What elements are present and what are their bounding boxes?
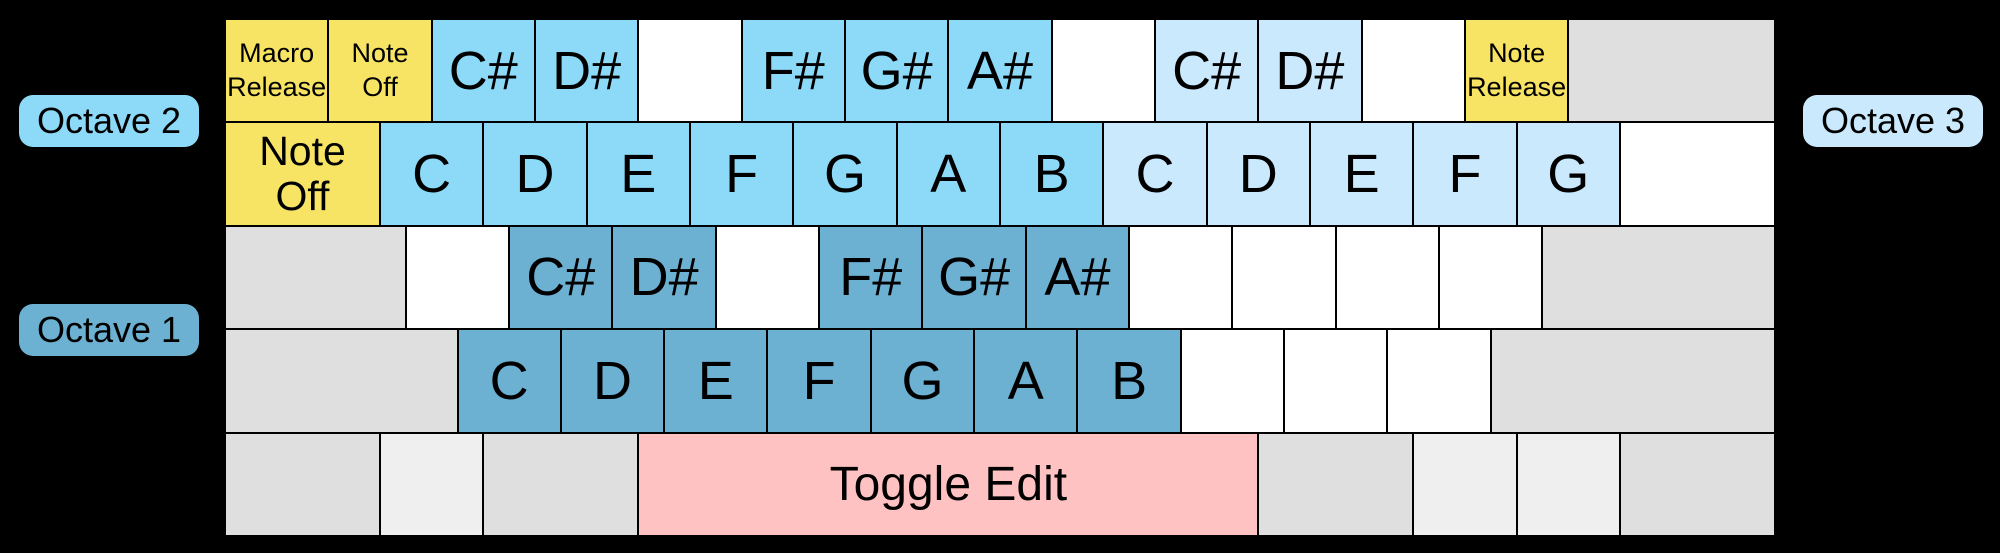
key-blank: [1051, 19, 1155, 123]
key-modifier-gray: [1619, 432, 1775, 537]
key-f-octave2[interactable]: F: [689, 122, 794, 226]
key-modifier-gray: [483, 432, 639, 537]
row-caps: C# D# F# G# A#: [225, 225, 1775, 330]
key-modifier-gray: [1568, 19, 1775, 123]
key-f-octave1[interactable]: F: [767, 329, 871, 433]
key-d-octave2[interactable]: D: [483, 122, 587, 226]
key-asharp-octave2[interactable]: A#: [948, 19, 1052, 123]
key-blank: [1361, 19, 1465, 123]
row-number: Macro Release Note Off C# D# F# G# A# C# D# Note …: [225, 19, 1775, 123]
key-blank: [1335, 225, 1440, 330]
key-modifier-gray: [225, 432, 380, 537]
key-blank: [1232, 225, 1336, 330]
row-tab: Note Off C D E F G A B C D E F G: [225, 122, 1775, 226]
key-f-octave3[interactable]: F: [1413, 122, 1517, 226]
key-fsharp-octave1[interactable]: F#: [819, 225, 923, 330]
key-g-octave3[interactable]: G: [1516, 122, 1620, 226]
key-e-octave3[interactable]: E: [1309, 122, 1414, 226]
key-macro-release[interactable]: Macro Release: [225, 19, 329, 123]
key-g-octave1[interactable]: G: [870, 329, 975, 433]
key-asharp-octave1[interactable]: A#: [1025, 225, 1130, 330]
octave-3-label: Octave 3: [1803, 95, 1983, 147]
key-g-octave2[interactable]: G: [793, 122, 897, 226]
key-dsharp-octave3[interactable]: D#: [1258, 19, 1362, 123]
key-note-off-large[interactable]: Note Off: [225, 122, 380, 226]
key-toggle-edit[interactable]: Toggle Edit: [638, 432, 1259, 537]
key-e-octave1[interactable]: E: [664, 329, 768, 433]
octave-2-label: Octave 2: [19, 95, 199, 147]
key-d-octave3[interactable]: D: [1206, 122, 1310, 226]
key-b-octave1[interactable]: B: [1077, 329, 1181, 433]
key-blank: [715, 225, 820, 330]
key-note-release[interactable]: Note Release: [1464, 19, 1569, 123]
key-modifier-gray: [225, 225, 406, 330]
key-d-octave1[interactable]: D: [560, 329, 665, 433]
key-blank: [638, 19, 742, 123]
key-blank: [405, 225, 510, 330]
keyboard-mapping-diagram: Macro Release Note Off C# D# F# G# A# C# D# Note …: [223, 17, 1777, 538]
key-csharp-octave3[interactable]: C#: [1154, 19, 1259, 123]
key-blank: [1439, 225, 1543, 330]
key-blank: [1387, 329, 1491, 433]
key-blank: [1129, 225, 1233, 330]
key-c-octave2[interactable]: C: [380, 122, 484, 226]
key-a-octave1[interactable]: A: [974, 329, 1078, 433]
key-note-off-small[interactable]: Note Off: [328, 19, 432, 123]
key-gsharp-octave1[interactable]: G#: [922, 225, 1026, 330]
key-dsharp-octave2[interactable]: D#: [534, 19, 639, 123]
key-modifier-gray: [1490, 329, 1775, 433]
key-modifier-light-gray: [1516, 432, 1620, 537]
key-gsharp-octave2[interactable]: G#: [844, 19, 949, 123]
key-c-octave1[interactable]: C: [457, 329, 561, 433]
key-dsharp-octave1[interactable]: D#: [612, 225, 716, 330]
key-blank: [1284, 329, 1388, 433]
key-csharp-octave2[interactable]: C#: [431, 19, 535, 123]
key-c-octave3[interactable]: C: [1103, 122, 1207, 226]
key-fsharp-octave2[interactable]: F#: [741, 19, 845, 123]
row-space: Toggle Edit: [225, 432, 1775, 537]
key-modifier-gray: [1542, 225, 1775, 330]
key-blank: [1619, 122, 1775, 226]
key-a-octave2[interactable]: A: [896, 122, 1000, 226]
key-modifier-gray: [225, 329, 458, 433]
key-b-octave2[interactable]: B: [999, 122, 1104, 226]
key-modifier-light-gray: [1413, 432, 1517, 537]
key-e-octave2[interactable]: E: [586, 122, 690, 226]
key-modifier-gray: [1258, 432, 1414, 537]
key-csharp-octave1[interactable]: C#: [509, 225, 613, 330]
key-blank: [1180, 329, 1285, 433]
octave-1-label: Octave 1: [19, 304, 199, 356]
key-modifier-light-gray: [380, 432, 484, 537]
